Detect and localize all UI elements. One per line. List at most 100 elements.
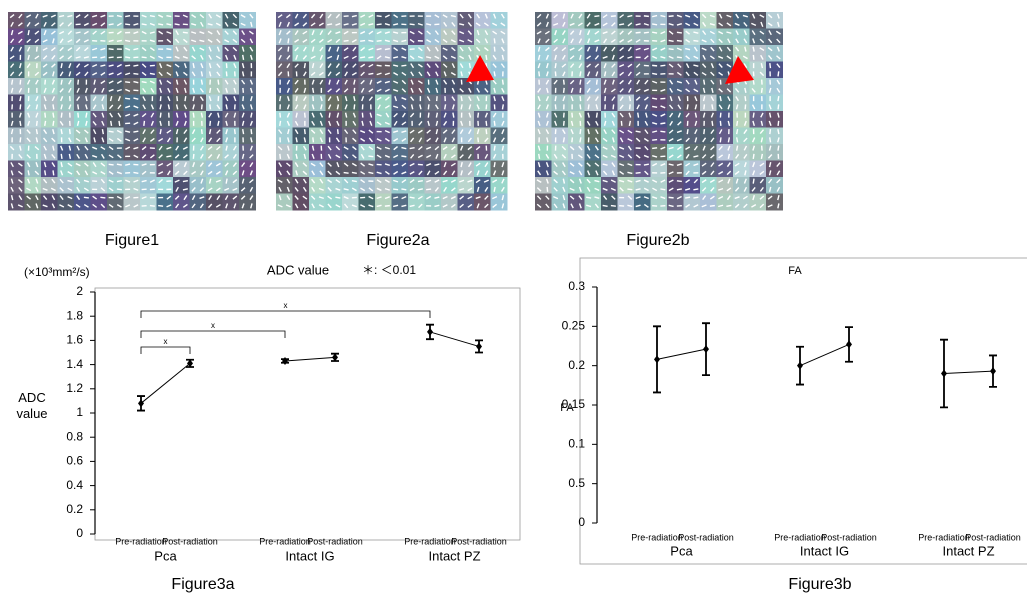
fiber-dash xyxy=(594,39,600,43)
fiber-dash xyxy=(693,178,699,184)
image-cell xyxy=(358,45,376,62)
fiber-dash xyxy=(627,71,632,77)
fiber-dash xyxy=(685,47,691,51)
fiber-dash xyxy=(767,22,773,27)
fiber-dash xyxy=(635,88,641,93)
fiber-dash xyxy=(182,55,188,59)
image-cell xyxy=(206,160,223,178)
y-tick-label: 1.8 xyxy=(66,308,83,322)
fiber-dash xyxy=(199,187,205,192)
fiber-dash xyxy=(410,79,414,85)
fiber-dash xyxy=(743,30,747,36)
fiber-dash xyxy=(545,178,549,184)
fiber-dash xyxy=(703,129,706,135)
fiber-dash xyxy=(232,13,238,19)
fiber-dash xyxy=(26,38,31,44)
fiber-dash xyxy=(175,79,179,85)
fiber-dash xyxy=(232,178,238,184)
fiber-dash xyxy=(335,145,341,151)
fiber-dash xyxy=(604,96,607,102)
fiber-dash xyxy=(101,137,105,143)
fiber-dash xyxy=(693,64,699,67)
fiber-dash xyxy=(83,56,89,59)
fiber-dash xyxy=(19,120,22,126)
fiber-dash xyxy=(17,162,23,167)
image-cell xyxy=(342,28,359,46)
fiber-dash xyxy=(500,137,505,143)
fiber-dash xyxy=(709,14,715,18)
fiber-dash xyxy=(628,112,632,118)
image-cell xyxy=(222,144,240,161)
fiber-dash xyxy=(183,71,188,77)
fiber-dash xyxy=(435,129,439,135)
fiber-dash xyxy=(409,179,415,184)
fiber-dash xyxy=(149,72,155,76)
fiber-dash xyxy=(108,23,114,26)
fiber-dash xyxy=(443,120,448,126)
fiber-dash xyxy=(443,79,448,85)
fiber-dash xyxy=(685,22,691,27)
fiber-dash xyxy=(67,55,73,60)
fiber-dash xyxy=(318,22,324,27)
fiber-dash xyxy=(125,15,131,18)
fiber-dash xyxy=(10,120,14,126)
fiber-dash xyxy=(759,203,765,209)
fiber-dash xyxy=(660,196,666,200)
fiber-dash xyxy=(167,104,171,110)
fiber-dash xyxy=(702,145,706,151)
fiber-dash xyxy=(344,104,348,110)
fiber-dash xyxy=(302,55,308,60)
image-cell xyxy=(309,144,326,161)
fiber-dash xyxy=(660,64,666,67)
fiber-dash xyxy=(26,104,31,110)
fiber-dash xyxy=(100,56,106,59)
fiber-dash xyxy=(545,170,549,176)
fiber-dash xyxy=(501,104,504,110)
fiber-dash xyxy=(709,30,715,35)
fiber-dash xyxy=(26,203,31,209)
image-cell xyxy=(535,45,552,62)
fiber-dash xyxy=(718,179,724,183)
fiber-dash xyxy=(443,71,447,77)
fiber-dash xyxy=(351,204,357,208)
fiber-dash xyxy=(586,13,591,19)
fiber-dash xyxy=(501,178,505,184)
fiber-dash xyxy=(652,130,658,133)
fiber-dash xyxy=(562,195,566,201)
fiber-dash xyxy=(249,154,254,159)
fiber-dash xyxy=(100,22,106,27)
fiber-dash xyxy=(709,23,715,26)
fiber-dash xyxy=(693,14,699,19)
image-cell xyxy=(749,12,767,29)
fiber-dash xyxy=(277,71,283,77)
fiber-dash xyxy=(294,195,299,200)
image-cell xyxy=(358,111,376,128)
fiber-dash xyxy=(693,55,699,60)
fiber-dash xyxy=(562,21,566,27)
fiber-dash xyxy=(735,13,740,19)
fiber-dash xyxy=(768,38,773,44)
fiber-dash xyxy=(42,187,48,191)
fiber-dash xyxy=(718,55,724,59)
x-tick-label: Pre-radiation xyxy=(404,536,456,546)
fiber-dash xyxy=(467,195,473,200)
fiber-dash xyxy=(76,87,80,93)
fiber-dash xyxy=(311,186,316,192)
image-cell xyxy=(189,78,207,95)
fiber-dash xyxy=(294,46,299,52)
image-cell xyxy=(222,193,240,211)
image-cell xyxy=(408,111,425,128)
fiber-dash xyxy=(278,170,282,176)
fiber-dash xyxy=(92,96,97,102)
fiber-dash xyxy=(83,63,89,68)
fiber-dash xyxy=(450,179,456,183)
fiber-dash xyxy=(174,195,180,200)
fiber-dash xyxy=(443,30,448,36)
fiber-dash xyxy=(537,120,541,126)
image-cell xyxy=(123,28,141,46)
fiber-dash xyxy=(225,137,229,143)
fiber-dash xyxy=(693,22,699,27)
image-cell xyxy=(276,193,293,211)
fiber-dash xyxy=(435,79,439,85)
fiber-dash xyxy=(553,187,558,192)
